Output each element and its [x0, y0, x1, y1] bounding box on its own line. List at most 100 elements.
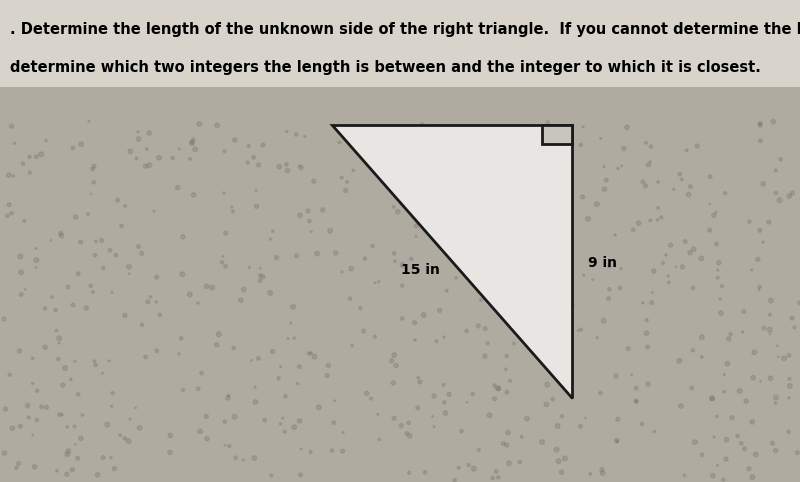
Point	[560, 228, 573, 236]
Point	[558, 455, 571, 462]
Point	[347, 166, 360, 174]
Point	[285, 320, 298, 327]
Point	[173, 350, 186, 358]
Point	[403, 432, 416, 440]
Point	[745, 266, 758, 274]
Point	[557, 147, 570, 155]
Point	[621, 123, 634, 131]
Point	[106, 389, 119, 397]
Point	[147, 207, 160, 215]
Point	[358, 327, 370, 335]
Point	[61, 450, 74, 458]
Point	[783, 192, 796, 200]
Point	[250, 202, 263, 210]
Point	[3, 371, 16, 379]
Point	[642, 161, 655, 169]
Point	[757, 238, 770, 246]
Point	[372, 278, 385, 285]
Point	[645, 299, 658, 307]
Point	[311, 250, 324, 257]
Point	[365, 395, 378, 402]
Point	[105, 454, 118, 461]
Point	[345, 265, 358, 272]
Point	[237, 456, 250, 464]
Point	[87, 178, 100, 186]
Point	[30, 264, 42, 271]
Point	[86, 165, 99, 173]
Point	[410, 222, 422, 230]
Point	[614, 284, 626, 292]
Point	[130, 155, 143, 162]
Point	[556, 183, 569, 191]
Point	[238, 286, 250, 294]
Point	[227, 344, 240, 352]
Point	[52, 355, 65, 363]
Point	[322, 362, 334, 369]
Point	[62, 283, 74, 291]
Point	[703, 227, 716, 234]
Point	[707, 212, 720, 219]
Point	[652, 178, 665, 186]
Point	[373, 436, 386, 443]
Point	[528, 126, 541, 134]
Point	[387, 379, 400, 387]
Point	[500, 352, 513, 360]
Point	[594, 134, 607, 142]
Point	[574, 141, 587, 149]
Point	[89, 251, 102, 259]
Point	[129, 404, 142, 412]
Point	[122, 263, 135, 270]
Point	[635, 420, 648, 428]
Point	[710, 209, 722, 216]
Point	[483, 412, 496, 419]
Point	[783, 382, 796, 390]
Point	[294, 445, 307, 453]
Point	[242, 142, 255, 150]
Point	[150, 298, 162, 306]
Point	[484, 183, 497, 191]
Point	[177, 233, 190, 241]
Point	[132, 135, 145, 143]
Point	[430, 337, 443, 345]
Point	[258, 416, 271, 424]
FancyBboxPatch shape	[0, 0, 800, 87]
Point	[398, 162, 410, 170]
Point	[8, 139, 21, 147]
Point	[171, 184, 184, 191]
Point	[670, 263, 682, 271]
Point	[786, 314, 798, 322]
Point	[97, 454, 110, 461]
Point	[683, 249, 696, 256]
Point	[418, 311, 430, 319]
Point	[122, 437, 135, 445]
Point	[212, 331, 225, 338]
Point	[711, 266, 724, 274]
Point	[674, 171, 686, 178]
Point	[438, 399, 450, 406]
Point	[782, 394, 795, 402]
Point	[754, 137, 767, 145]
Point	[474, 296, 487, 304]
Point	[177, 386, 190, 394]
Point	[738, 445, 751, 453]
Point	[97, 264, 110, 272]
Point	[520, 188, 533, 196]
Point	[782, 351, 795, 359]
Point	[492, 473, 505, 481]
Point	[646, 289, 658, 296]
Point	[763, 311, 776, 319]
Point	[62, 447, 74, 455]
Point	[767, 118, 780, 125]
Point	[53, 335, 66, 342]
Point	[174, 335, 187, 342]
Point	[418, 469, 431, 476]
Point	[17, 160, 30, 167]
Point	[507, 223, 520, 230]
Point	[644, 216, 657, 224]
Point	[369, 279, 382, 287]
Point	[108, 465, 121, 472]
Point	[644, 158, 657, 166]
Point	[452, 464, 465, 471]
Point	[455, 427, 468, 435]
Point	[302, 207, 314, 215]
